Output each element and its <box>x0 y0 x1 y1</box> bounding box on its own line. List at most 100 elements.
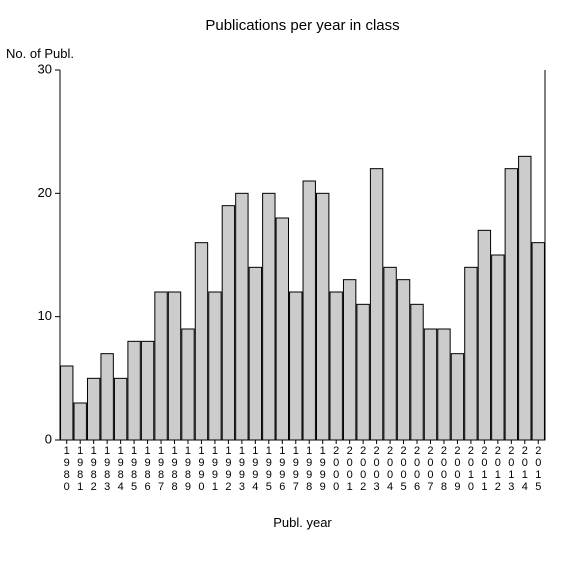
svg-text:2: 2 <box>347 445 353 457</box>
svg-text:9: 9 <box>454 481 460 493</box>
svg-text:0: 0 <box>495 457 501 469</box>
svg-text:8: 8 <box>131 469 137 481</box>
x-tick-label: 2011 <box>481 445 487 493</box>
bar <box>249 267 261 440</box>
svg-text:9: 9 <box>145 457 151 469</box>
svg-text:0: 0 <box>427 457 433 469</box>
x-tick-label: 1997 <box>293 445 299 493</box>
svg-text:5: 5 <box>131 481 137 493</box>
svg-text:9: 9 <box>212 457 218 469</box>
x-tick-label: 2006 <box>414 445 420 493</box>
svg-text:1: 1 <box>468 469 474 481</box>
svg-text:0: 0 <box>454 469 460 481</box>
svg-text:1: 1 <box>198 445 204 457</box>
svg-text:3: 3 <box>508 481 514 493</box>
svg-text:7: 7 <box>158 481 164 493</box>
svg-text:9: 9 <box>77 457 83 469</box>
bar <box>74 403 86 440</box>
x-tick-label: 1986 <box>145 445 151 493</box>
x-tick-label: 2002 <box>360 445 366 493</box>
svg-text:2: 2 <box>495 481 501 493</box>
svg-text:0: 0 <box>481 457 487 469</box>
bar <box>303 181 315 440</box>
svg-text:1: 1 <box>522 469 528 481</box>
svg-text:0: 0 <box>387 469 393 481</box>
svg-text:1: 1 <box>279 445 285 457</box>
svg-text:1: 1 <box>306 445 312 457</box>
svg-text:8: 8 <box>171 469 177 481</box>
y-axis-label: No. of Publ. <box>6 46 74 61</box>
svg-text:1: 1 <box>320 445 326 457</box>
x-tick-label: 2015 <box>535 445 541 493</box>
svg-text:2: 2 <box>400 445 406 457</box>
svg-text:7: 7 <box>293 481 299 493</box>
x-tick-label: 1980 <box>64 445 70 493</box>
svg-text:8: 8 <box>171 481 177 493</box>
svg-text:9: 9 <box>306 469 312 481</box>
svg-text:0: 0 <box>508 457 514 469</box>
svg-text:0: 0 <box>400 457 406 469</box>
chart-container: Publications per year in classNo. of Pub… <box>0 0 567 567</box>
svg-text:0: 0 <box>64 481 70 493</box>
bar <box>519 156 531 440</box>
y-tick-label: 0 <box>45 431 52 446</box>
svg-text:9: 9 <box>320 481 326 493</box>
svg-text:2: 2 <box>522 445 528 457</box>
svg-text:2: 2 <box>441 445 447 457</box>
bar <box>87 378 99 440</box>
svg-text:0: 0 <box>387 457 393 469</box>
bar <box>236 193 248 440</box>
bar <box>168 292 180 440</box>
svg-text:9: 9 <box>279 457 285 469</box>
svg-text:9: 9 <box>198 457 204 469</box>
bar <box>276 218 288 440</box>
svg-text:3: 3 <box>104 481 110 493</box>
svg-text:0: 0 <box>414 457 420 469</box>
x-tick-label: 2005 <box>400 445 406 493</box>
svg-text:2: 2 <box>387 445 393 457</box>
svg-text:1: 1 <box>495 469 501 481</box>
svg-text:9: 9 <box>266 469 272 481</box>
x-tick-label: 1985 <box>131 445 137 493</box>
svg-text:2: 2 <box>225 481 231 493</box>
svg-text:9: 9 <box>225 469 231 481</box>
svg-text:2: 2 <box>91 481 97 493</box>
svg-text:3: 3 <box>374 481 380 493</box>
svg-text:2: 2 <box>495 445 501 457</box>
bar <box>222 206 234 440</box>
svg-text:1: 1 <box>481 469 487 481</box>
bar <box>505 169 517 440</box>
bar <box>397 280 409 440</box>
svg-text:9: 9 <box>64 457 70 469</box>
svg-text:4: 4 <box>118 481 124 493</box>
bar <box>195 243 207 440</box>
svg-text:9: 9 <box>185 457 191 469</box>
svg-text:0: 0 <box>400 469 406 481</box>
svg-text:1: 1 <box>266 445 272 457</box>
svg-text:2: 2 <box>454 445 460 457</box>
bar <box>155 292 167 440</box>
x-tick-label: 1990 <box>198 445 204 493</box>
svg-text:1: 1 <box>64 445 70 457</box>
svg-text:1: 1 <box>481 481 487 493</box>
svg-text:9: 9 <box>198 469 204 481</box>
svg-text:6: 6 <box>414 481 420 493</box>
bar <box>370 169 382 440</box>
svg-text:1: 1 <box>225 445 231 457</box>
bar <box>330 292 342 440</box>
x-axis-label: Publ. year <box>273 515 332 530</box>
svg-text:0: 0 <box>441 457 447 469</box>
svg-text:2: 2 <box>427 445 433 457</box>
x-tick-label: 1994 <box>252 445 258 493</box>
svg-text:0: 0 <box>360 457 366 469</box>
bar <box>114 378 126 440</box>
x-tick-label: 2003 <box>374 445 380 493</box>
bar <box>532 243 544 440</box>
svg-text:0: 0 <box>522 457 528 469</box>
bar <box>317 193 329 440</box>
y-tick-label: 10 <box>38 308 52 323</box>
x-tick-label: 2000 <box>333 445 339 493</box>
svg-text:9: 9 <box>104 457 110 469</box>
bar <box>263 193 275 440</box>
svg-text:9: 9 <box>185 481 191 493</box>
